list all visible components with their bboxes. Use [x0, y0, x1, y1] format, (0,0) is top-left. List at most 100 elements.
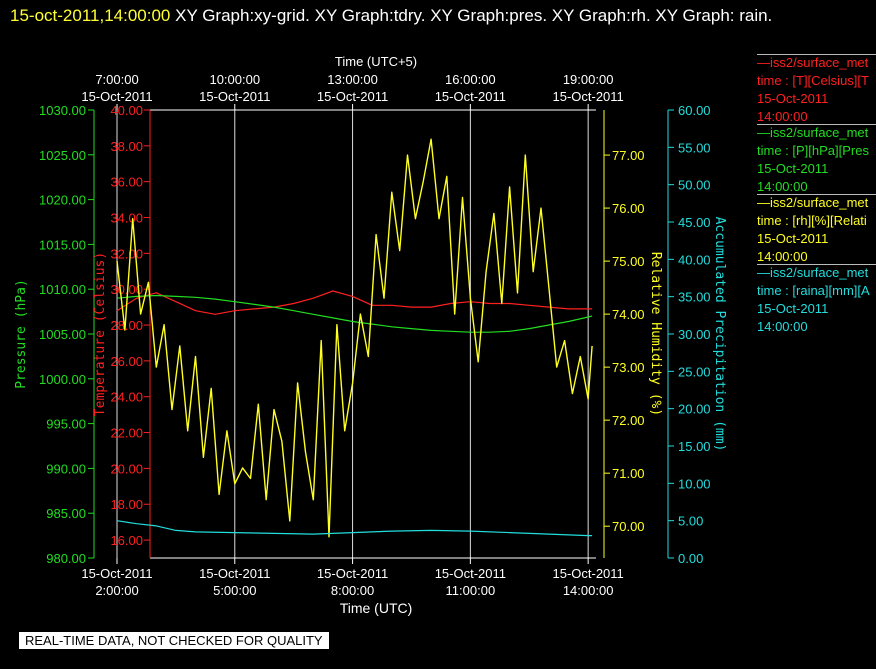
legend-series: —iss2/surface_met [757, 125, 869, 140]
pressure-tick-label: 1025.00 [39, 148, 86, 163]
x2-tick-label-time: 16:00:00 [445, 72, 496, 87]
legend-series: —iss2/surface_met [757, 195, 869, 210]
temperature-tick-label: 34.00 [110, 211, 143, 226]
temperature-tick-label: 30.00 [110, 282, 143, 297]
precip-tick-label: 10.00 [678, 476, 711, 491]
precip-tick-label: 40.00 [678, 252, 711, 267]
legend-series: —iss2/surface_met [757, 55, 869, 70]
legend-field: time : [rh][%][Relati [757, 213, 867, 228]
temperature-tick-label: 18.00 [110, 497, 143, 512]
temperature-tick-label: 24.00 [110, 390, 143, 405]
legend-separator [757, 264, 876, 265]
temperature-tick-label: 28.00 [110, 318, 143, 333]
x2-tick-label-time: 7:00:00 [95, 72, 138, 87]
pressure-tick-label: 985.00 [46, 506, 86, 521]
pressure-tick-label: 1030.00 [39, 103, 86, 118]
page-title: 15-oct-2011,14:00:00 XY Graph:xy-grid. X… [10, 2, 850, 29]
x2-tick-label-date: 15-Oct-2011 [317, 89, 388, 104]
x2-tick-label-date: 15-Oct-2011 [435, 89, 506, 104]
legend-entry-temperature: —iss2/surface_met time : [T][Celsius][T … [757, 54, 876, 126]
temperature-tick-label: 26.00 [110, 354, 143, 369]
legend-date: 15-Oct-2011 [757, 91, 829, 106]
x2-tick-label-time: 19:00:00 [563, 72, 614, 87]
legend-entry-pressure: —iss2/surface_met time : [P][hPa][Pres 1… [757, 124, 876, 196]
pressure-tick-label: 995.00 [46, 417, 86, 432]
legend-separator [757, 54, 876, 55]
precip-tick-label: 35.00 [678, 290, 711, 305]
precip-tick-label: 0.00 [678, 551, 703, 566]
pressure-tick-label: 1010.00 [39, 282, 86, 297]
pressure-tick-label: 1015.00 [39, 237, 86, 252]
legend-series: —iss2/surface_met [757, 265, 869, 280]
x-tick-label-time: 11:00:00 [446, 583, 496, 598]
series-line-rh [116, 138, 593, 538]
precip-tick-label: 60.00 [678, 103, 711, 118]
title-date: 15-oct-2011,14:00:00 [10, 6, 171, 25]
temperature-tick-label: 22.00 [110, 426, 143, 441]
legend-entry-rh: —iss2/surface_met time : [rh][%][Relati … [757, 194, 876, 266]
legend-separator [757, 194, 876, 195]
legend-date: 15-Oct-2011 [757, 231, 829, 246]
rh-axis-label: Relative Humidity (%) [648, 252, 663, 416]
x2-tick-label-date: 15-Oct-2011 [552, 89, 623, 104]
title-graph-list: XY Graph:xy-grid. XY Graph:tdry. XY Grap… [175, 6, 773, 25]
temperature-tick-label: 20.00 [110, 461, 143, 476]
precip-axis-label: Accumulated Precipitation (mm) [712, 217, 727, 452]
series-line-temperature [116, 290, 593, 315]
legend-date: 15-Oct-2011 [757, 161, 829, 176]
precip-tick-label: 45.00 [678, 215, 711, 230]
pressure-tick-label: 990.00 [46, 461, 86, 476]
precip-tick-label: 30.00 [678, 327, 711, 342]
legend-time: 14:00:00 [757, 109, 808, 124]
precip-tick-label: 20.00 [678, 402, 711, 417]
rh-tick-label: 74.00 [612, 307, 645, 322]
legend-field: time : [raina][mm][A [757, 283, 870, 298]
x-tick-label-date: 15-Oct-2011 [435, 566, 506, 581]
rh-tick-label: 70.00 [612, 519, 645, 534]
precip-tick-label: 15.00 [678, 439, 711, 454]
pressure-axis-label: Pressure (hPa) [14, 279, 29, 389]
legend-separator [757, 124, 876, 125]
legend-field: time : [P][hPa][Pres [757, 143, 869, 158]
temperature-tick-label: 38.00 [110, 139, 143, 154]
quality-notice: REAL-TIME DATA, NOT CHECKED FOR QUALITY [19, 632, 329, 649]
x-tick-label-time: 2:00:00 [95, 583, 138, 598]
legend-date: 15-Oct-2011 [757, 301, 829, 316]
pressure-tick-label: 1005.00 [39, 327, 86, 342]
series-line-precip [116, 520, 593, 537]
precip-tick-label: 55.00 [678, 140, 711, 155]
rh-tick-label: 71.00 [612, 466, 645, 481]
legend-time: 14:00:00 [757, 319, 808, 334]
x-tick-label-date: 15-Oct-2011 [81, 566, 152, 581]
precip-tick-label: 50.00 [678, 178, 711, 193]
x2-tick-label-date: 15-Oct-2011 [81, 89, 152, 104]
x-tick-label-date: 15-Oct-2011 [552, 566, 623, 581]
x-tick-label-time: 8:00:00 [331, 583, 374, 598]
legend-field: time : [T][Celsius][T [757, 73, 869, 88]
x-axis-label: Time (UTC) [340, 600, 413, 616]
x-tick-label-date: 15-Oct-2011 [199, 566, 270, 581]
x2-tick-label-date: 15-Oct-2011 [199, 89, 270, 104]
pressure-tick-label: 1020.00 [39, 193, 86, 208]
temperature-tick-label: 40.00 [110, 103, 143, 118]
rh-tick-label: 75.00 [612, 254, 645, 269]
temperature-tick-label: 16.00 [110, 533, 143, 548]
x-tick-label-time: 5:00:00 [213, 583, 256, 598]
pressure-tick-label: 980.00 [46, 551, 86, 566]
legend-entry-precip: —iss2/surface_met time : [raina][mm][A 1… [757, 264, 876, 336]
temperature-axis-label: Temperature (Celsius) [93, 252, 108, 416]
rh-tick-label: 73.00 [612, 360, 645, 375]
x-tick-label-date: 15-Oct-2011 [317, 566, 388, 581]
rh-tick-label: 76.00 [612, 201, 645, 216]
rh-tick-label: 72.00 [612, 413, 645, 428]
legend-time: 14:00:00 [757, 179, 808, 194]
x2-tick-label-time: 13:00:00 [327, 72, 378, 87]
precip-tick-label: 25.00 [678, 364, 711, 379]
x2-tick-label-time: 10:00:00 [209, 72, 260, 87]
x-tick-label-time: 14:00:00 [563, 583, 614, 598]
precip-tick-label: 5.00 [678, 514, 703, 529]
x2-axis-label: Time (UTC+5) [335, 54, 417, 69]
series-line-pressure [116, 294, 593, 333]
temperature-tick-label: 32.00 [110, 246, 143, 261]
